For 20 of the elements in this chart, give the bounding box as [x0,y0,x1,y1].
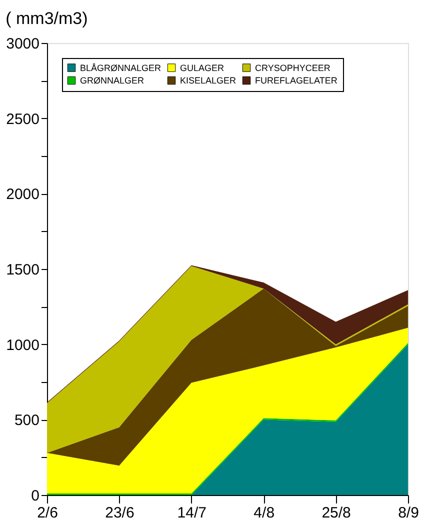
legend-label: FUREFLAGELATER [255,76,338,86]
x-tick-label: 25/8 [322,504,351,522]
x-tick-label: 14/7 [177,504,206,522]
y-tick-label: 0 [31,488,40,504]
legend-label: GRØNNALGER [80,76,145,86]
y-tick-label: 3000 [6,36,40,52]
y-tick-label: 500 [14,412,40,430]
y-tick-label: 2500 [6,110,40,128]
chart-title: ( mm3/m3) [6,9,88,28]
x-tick-label: 8/9 [398,504,419,522]
y-tick-label: 2000 [6,186,40,204]
x-tick-label: 23/6 [105,504,134,522]
x-tick-label: 4/8 [254,504,275,522]
legend-label: CRYSOPHYCEER [255,62,331,73]
legend-label: BLÅGRØNNALGER [80,62,162,73]
legend-label: KISELALGER [180,76,237,86]
legend-label: GULAGER [180,62,225,73]
y-tick-label: 1000 [6,336,40,354]
x-tick-label: 2/6 [37,504,58,522]
y-tick-label: 1500 [6,262,40,278]
